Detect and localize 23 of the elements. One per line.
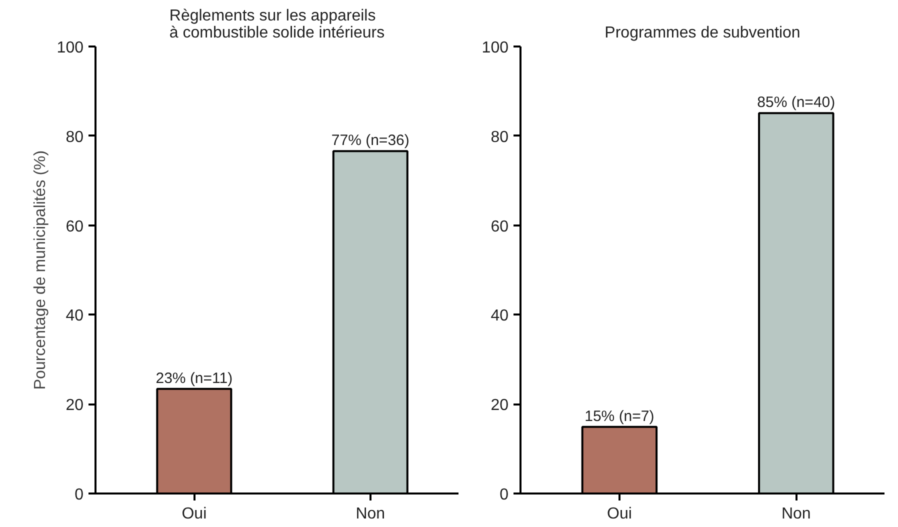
x-tick-label: Oui — [182, 506, 207, 522]
y-tick-label: 40 — [66, 308, 84, 325]
data-label: 85% (n=40) — [757, 94, 836, 112]
y-tick-label: 60 — [490, 218, 509, 236]
y-tick-label: 100 — [482, 40, 509, 56]
y-tick-label: 60 — [66, 218, 84, 236]
x-tick-label: Non — [781, 506, 811, 522]
y-axis-title: Pourcentage de municipalités (%) — [32, 150, 49, 390]
y-tick-label: 100 — [56, 40, 84, 56]
x-tick-label: Oui — [607, 506, 632, 522]
data-label: 77% (n=36) — [331, 132, 410, 150]
y-tick-label: 40 — [490, 308, 509, 325]
data-label: 15% (n=7) — [584, 408, 654, 425]
chart-title: Règlements sur les appareils à combustible solide intérieurs — [169, 8, 385, 42]
y-tick-label: 0 — [74, 486, 84, 504]
chart-title: Programmes de subvention — [604, 24, 800, 42]
y-tick-label: 80 — [66, 128, 84, 146]
data-label: 23% (n=11) — [156, 370, 233, 387]
y-tick-label: 80 — [490, 128, 509, 146]
y-tick-label: 0 — [500, 486, 509, 504]
y-tick-label: 20 — [490, 397, 509, 414]
y-tick-label: 20 — [66, 397, 84, 414]
x-tick-label: Non — [356, 506, 386, 522]
